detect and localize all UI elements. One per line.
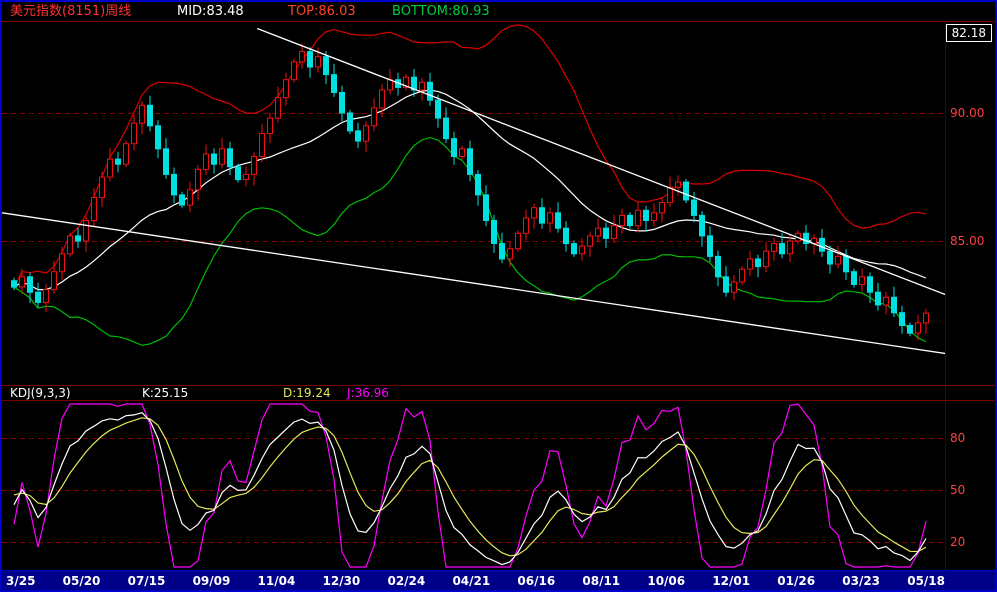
- date-label: 03/23: [842, 573, 881, 588]
- date-label: 09/09: [192, 573, 231, 588]
- date-label: 05/18: [907, 573, 945, 588]
- kdj-axis-label: 20: [950, 535, 966, 549]
- chart-header: 美元指数(8151)周线 MID:83.48 TOP:86.03 BOTTOM:…: [2, 2, 995, 22]
- date-label: 04/21: [452, 573, 491, 588]
- date-label: 08/11: [582, 573, 621, 588]
- kdj-header: KDJ(9,3,3) K:25.15 D:19.24 J:36.96: [2, 385, 995, 401]
- date-label: 12/30: [322, 573, 361, 588]
- kdj-j-value: J:36.96: [347, 386, 389, 400]
- date-label: 01/26: [777, 573, 816, 588]
- chart-title: 美元指数(8151)周线: [10, 4, 132, 19]
- x-axis-date-bar: 3/25 05/20 07/15 09/09 11/04 12/30 02/24 04/21 0…: [2, 570, 995, 590]
- kdj-axis-label: 50: [950, 483, 966, 497]
- date-label: 02/24: [387, 573, 426, 588]
- kdj-indicator-label: KDJ(9,3,3): [10, 386, 71, 400]
- boll-bottom-label: BOTTOM:80.93: [392, 4, 490, 19]
- date-label: 11/04: [257, 573, 296, 588]
- date-label: 10/06: [647, 573, 686, 588]
- kdj-k-value: K:25.15: [142, 386, 189, 400]
- date-label: 07/15: [127, 573, 166, 588]
- boll-mid-label: MID:83.48: [177, 4, 244, 19]
- kdj-d-value: D:19.24: [283, 386, 331, 400]
- date-label: 06/16: [517, 573, 556, 588]
- kdj-axis-label: 80: [950, 431, 966, 445]
- candlestick-chart-canvas[interactable]: [2, 22, 945, 385]
- kdj-chart-canvas[interactable]: [2, 401, 945, 570]
- price-axis-label: 85.00: [950, 234, 985, 248]
- boll-top-label: TOP:86.03: [288, 4, 356, 19]
- axis-divider-line: [945, 22, 946, 570]
- price-axis-label: 90.00: [950, 106, 985, 120]
- last-price-tag: 82.18: [945, 24, 992, 42]
- date-label: 12/01: [712, 573, 751, 588]
- date-label: 05/20: [62, 573, 101, 588]
- date-label: 3/25: [6, 573, 36, 588]
